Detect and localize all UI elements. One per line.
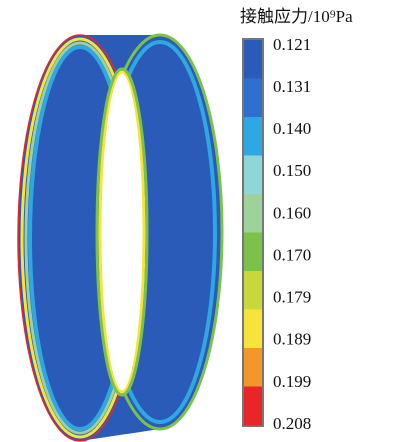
colorbar-tick-label: 0.150 xyxy=(273,161,311,180)
colorbar-tick-label: 0.170 xyxy=(273,245,311,264)
colorbar-segment xyxy=(244,194,262,233)
colorbar-segment xyxy=(244,79,262,118)
colorbar-tick-label: 0.189 xyxy=(273,330,311,349)
colorbar-segment xyxy=(244,156,262,195)
colorbar-segment xyxy=(244,117,262,156)
ring-hole xyxy=(100,72,144,392)
colorbar-tick-label: 0.208 xyxy=(273,414,311,433)
colorbar-tick-label: 0.121 xyxy=(273,35,311,54)
colorbar-tick-label: 0.160 xyxy=(273,203,311,222)
legend-title: 接触应力/10⁹Pa xyxy=(240,7,353,26)
colorbar-tick-label: 0.140 xyxy=(273,119,311,138)
colorbar-segment xyxy=(244,271,262,310)
figure: 接触应力/10⁹Pa 0.121 0.131 0.140 0.150 0.160 0.17… xyxy=(0,0,398,442)
colorbar-segment xyxy=(244,233,262,272)
colorbar-tick-label: 0.179 xyxy=(273,288,311,307)
colorbar-segment xyxy=(244,348,262,387)
colorbar-segment xyxy=(244,40,262,79)
colorbar-segment xyxy=(244,387,262,426)
colorbar-tick-label: 0.131 xyxy=(273,77,311,96)
colorbar-tick-label: 0.199 xyxy=(273,372,311,391)
ring xyxy=(18,35,222,441)
colorbar-segment xyxy=(244,310,262,349)
